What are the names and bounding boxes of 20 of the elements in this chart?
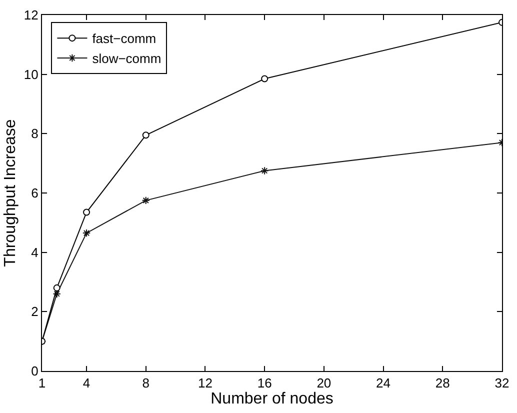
y-tick-label: 12 [24,8,38,23]
y-axis-title: Throughput Increase [2,119,19,267]
legend-label: fast−comm [92,31,156,46]
x-tick-label: 12 [198,376,212,391]
x-tick-label: 28 [435,376,450,391]
x-tick-label: 20 [316,376,332,391]
x-tick-label: 16 [257,376,272,391]
y-tick-label: 0 [31,364,38,379]
x-tick-label: 24 [376,376,391,391]
y-tick-label: 10 [24,66,38,82]
x-axis-title: Number of nodes [210,390,334,408]
y-tick-label: 4 [31,244,38,260]
x-tick-label: 4 [82,376,90,391]
y-tick-label: 8 [31,126,38,142]
y-tick-label: 6 [31,186,38,201]
x-tick-label: 1 [38,376,46,391]
y-tick-label: 2 [31,304,38,320]
x-tick-label: 32 [494,376,510,391]
legend-label: slow−comm [92,51,162,66]
x-tick-label: 8 [142,376,150,391]
